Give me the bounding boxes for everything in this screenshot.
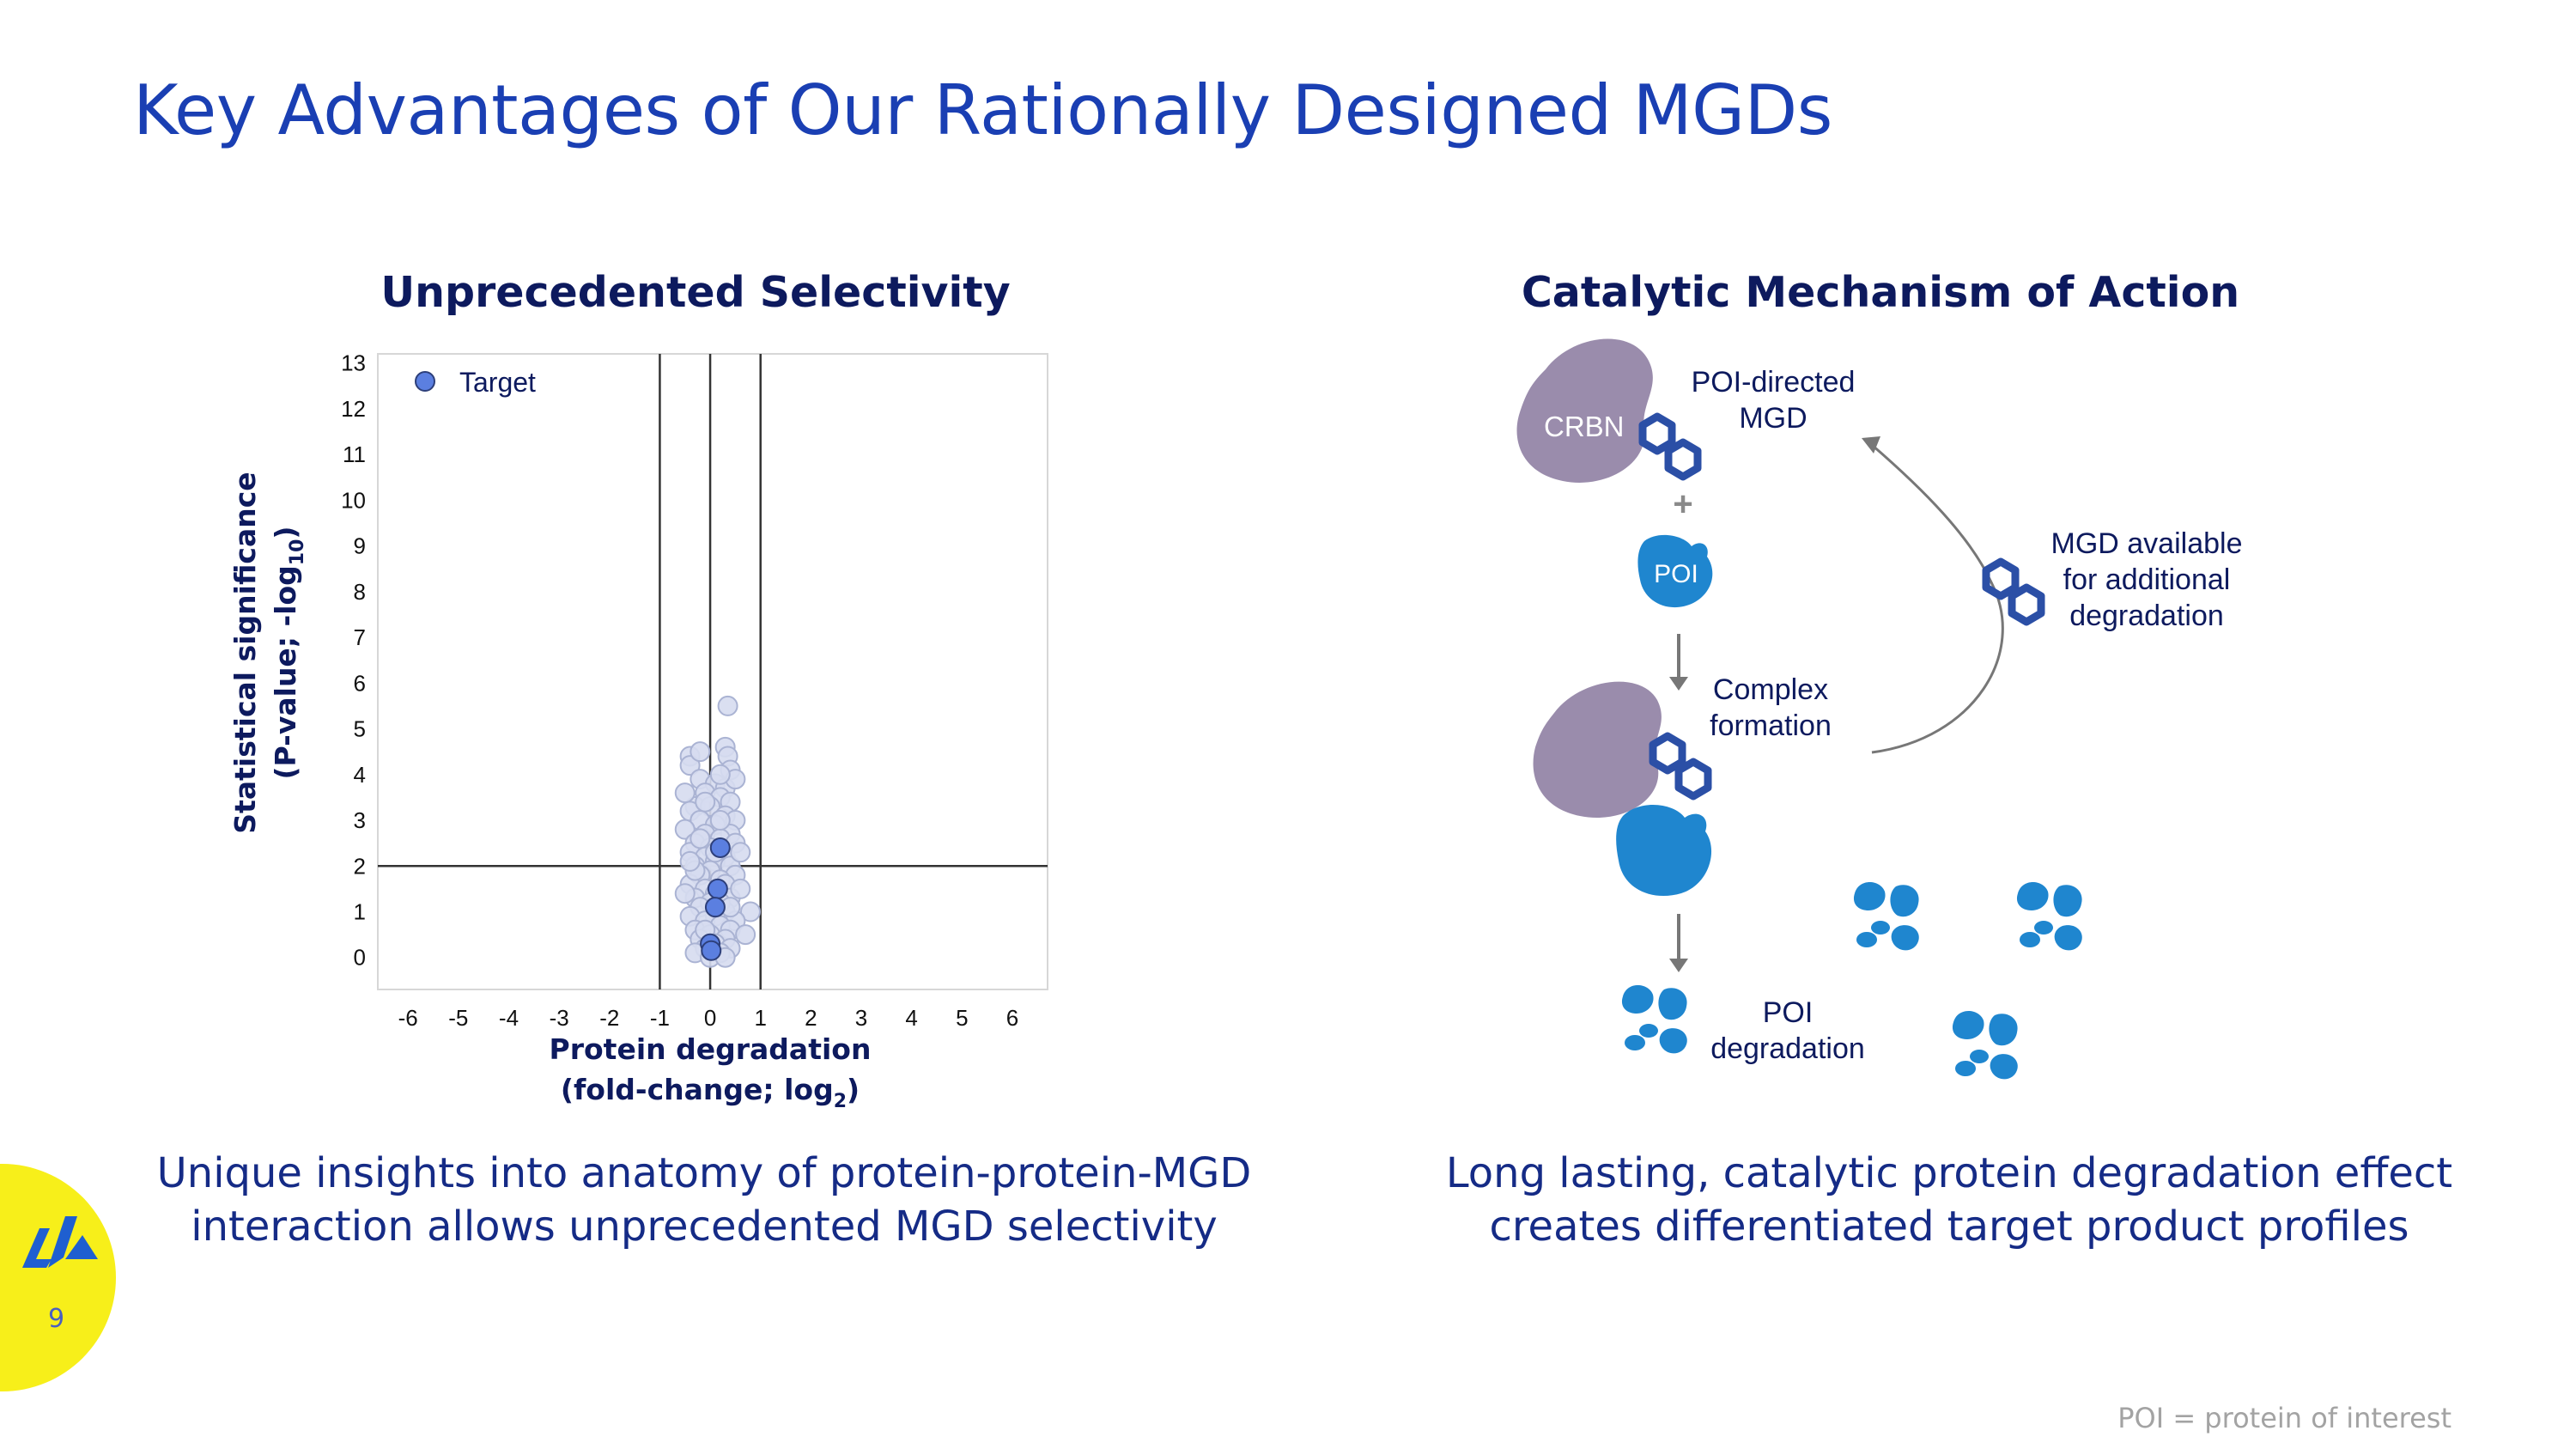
poi-shape [1637, 534, 1713, 608]
y-tick-label: 9 [354, 533, 366, 559]
y-tick-label: 0 [354, 945, 366, 971]
company-logo-icon [22, 1216, 98, 1268]
x-tick-label: 5 [956, 1005, 968, 1031]
mgd-label-line2: MGD [1739, 402, 1807, 435]
target-point [707, 878, 728, 899]
y-tick-label: 4 [354, 762, 366, 788]
fragments-icon-2 [1853, 882, 1919, 951]
y-tick-label: 6 [354, 670, 366, 696]
selectivity-title: Unprecedented Selectivity [380, 268, 1011, 317]
mechanism-caption: Long lasting, catalytic protein degradat… [1357, 1147, 2542, 1253]
selectivity-caption-line2: interaction allows unprecedented MGD sel… [191, 1202, 1218, 1251]
x-tick-label: 4 [905, 1005, 917, 1031]
x-tick-label: 0 [704, 1005, 716, 1031]
y-tick-label: 11 [343, 441, 366, 467]
x-tick-label: -2 [599, 1005, 619, 1031]
y-axis-label: Statistical significance [228, 472, 262, 833]
background-point [730, 842, 751, 863]
fragments-icon-3 [2016, 882, 2082, 951]
x-tick-label: 3 [855, 1005, 867, 1031]
selectivity-caption-line1: Unique insights into anatomy of protein-… [156, 1149, 1252, 1197]
x-tick-label: -4 [499, 1005, 519, 1031]
complex-crbn-shape [1533, 681, 1662, 818]
target-point [709, 837, 731, 858]
background-point [709, 764, 731, 785]
x-tick-label: 6 [1006, 1005, 1018, 1031]
crbn-shape [1516, 338, 1653, 483]
mechanism-caption-line1: Long lasting, catalytic protein degradat… [1445, 1149, 2453, 1197]
y-tick-label: 13 [341, 350, 366, 376]
fragments-icon-4 [1952, 1011, 2018, 1080]
y-tick-label: 5 [354, 716, 366, 742]
fragments-icon-1 [1621, 985, 1687, 1054]
complex-poi-shape [1616, 805, 1712, 897]
x-axis-label: Protein degradation [550, 1032, 872, 1066]
background-point [690, 741, 711, 763]
background-point [674, 883, 696, 904]
y-tick-label: 10 [341, 487, 366, 513]
crbn-label: CRBN [1544, 411, 1625, 442]
mechanism-caption-line2: creates differentiated target product pr… [1489, 1202, 2409, 1251]
x-axis-unit: (fold-change; log2) [561, 1073, 860, 1112]
background-point [674, 782, 696, 804]
available-label-line1: MGD available [2051, 527, 2243, 560]
target-point [701, 940, 722, 961]
target-point [704, 897, 726, 918]
x-tick-label: -5 [448, 1005, 468, 1031]
background-point [695, 791, 716, 813]
recycle-arrow-icon [1862, 436, 1880, 454]
y-tick-label: 1 [354, 898, 366, 924]
background-point [739, 901, 761, 922]
background-point [679, 755, 701, 776]
plus-sign: + [1673, 485, 1692, 523]
background-point [717, 695, 738, 716]
x-tick-label: -1 [650, 1005, 670, 1031]
recycled-mgd-icon [1986, 562, 2041, 622]
down-arrow-icon-2 [1669, 959, 1688, 972]
y-tick-label: 3 [354, 807, 366, 833]
background-point [735, 924, 756, 946]
footnote: POI = protein of interest [2117, 1402, 2451, 1434]
mgd-molecule-icon [1643, 417, 1698, 477]
slide-title: Key Advantages of Our Rationally Designe… [133, 70, 1832, 150]
y-tick-label: 2 [354, 853, 366, 879]
background-point [690, 828, 711, 849]
poi-label: POI [1654, 560, 1698, 588]
background-point [730, 878, 751, 899]
background-point [679, 850, 701, 872]
legend-marker [415, 371, 435, 392]
page-number: 9 [48, 1304, 65, 1334]
background-point [709, 810, 731, 831]
y-tick-label: 7 [354, 624, 366, 650]
x-tick-label: -6 [398, 1005, 418, 1031]
y-tick-label: 12 [341, 396, 366, 422]
y-axis-unit: (P-value; -log10) [269, 526, 308, 779]
legend-label: Target [459, 367, 536, 398]
down-arrow-icon [1669, 677, 1688, 691]
recycle-arc [1871, 443, 2004, 754]
mgd-label-line1: POI-directed [1692, 366, 1856, 399]
x-tick-label: 2 [805, 1005, 817, 1031]
background-point [674, 819, 696, 840]
mechanism-diagram: CRBN POI-directed MGD + POI Complex form… [1516, 338, 2243, 1080]
available-label-line3: degradation [2069, 600, 2224, 632]
complex-mgd-icon [1653, 736, 1708, 796]
degradation-label-line2: degradation [1710, 1032, 1865, 1065]
x-tick-label: -3 [550, 1005, 569, 1031]
x-tick-label: 1 [754, 1005, 766, 1031]
data-points [674, 695, 761, 968]
complex-label-line2: formation [1710, 709, 1832, 742]
y-tick-label: 8 [354, 579, 366, 605]
selectivity-caption: Unique insights into anatomy of protein-… [112, 1147, 1297, 1253]
available-label-line2: for additional [2063, 563, 2231, 596]
complex-label-line1: Complex [1713, 673, 1828, 706]
mechanism-title: Catalytic Mechanism of Action [1521, 268, 2240, 317]
degradation-label-line1: POI [1763, 996, 1814, 1029]
x-tick-labels: -6 -5 -4 -3 -2 -1 0 1 2 3 4 5 6 [398, 1005, 1019, 1031]
